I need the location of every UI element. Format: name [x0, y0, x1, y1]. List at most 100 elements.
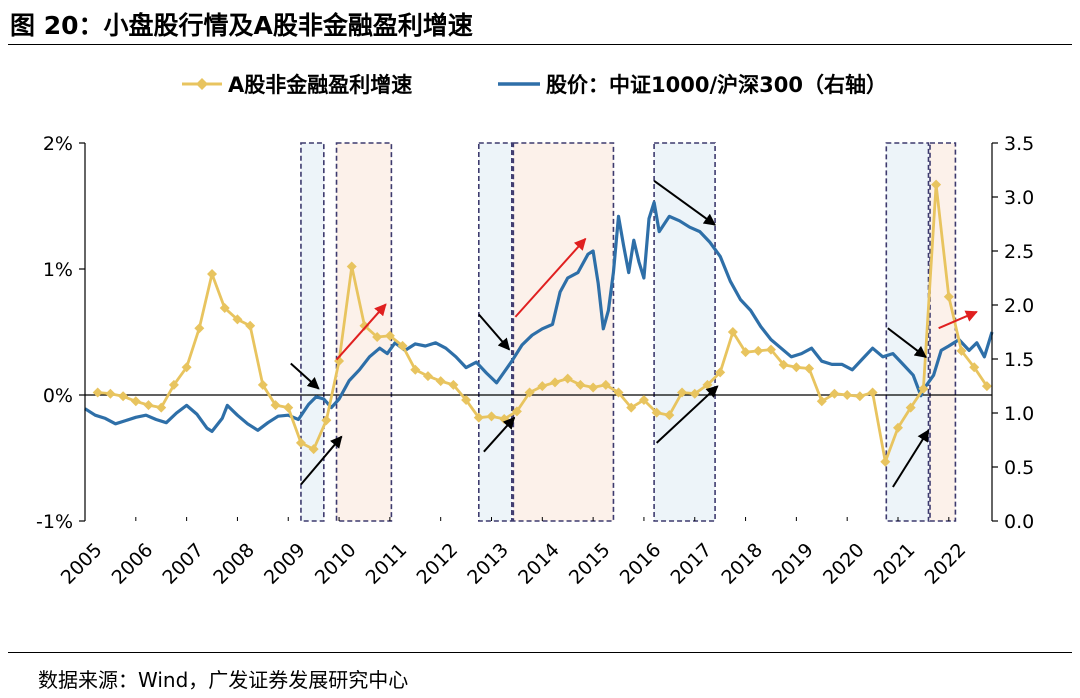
series-layer — [84, 179, 994, 467]
right-tick-label: 2.5 — [1004, 241, 1034, 263]
x-tick-label: 2012 — [412, 539, 462, 589]
earnings-point-55 — [791, 362, 802, 373]
annotation-arrow-5 — [514, 237, 587, 318]
earnings-point-33 — [511, 406, 522, 417]
right-tick-label: 3.5 — [1004, 133, 1034, 155]
annotation-arrow-0 — [290, 362, 320, 390]
earnings-point-30 — [473, 412, 484, 423]
legend-earnings-label: A股非金融盈利增速 — [228, 73, 412, 97]
shaded-period-3 — [512, 142, 615, 522]
left-tick-label: 1% — [43, 259, 73, 281]
earnings-point-60 — [854, 391, 865, 402]
earnings-point-47 — [689, 388, 700, 399]
annotation-arrow-6 — [653, 179, 717, 226]
source-rule — [8, 652, 1072, 653]
earnings-point-39 — [588, 382, 599, 393]
earnings-point-50 — [727, 327, 738, 337]
earnings-point-27 — [435, 376, 446, 387]
x-tick-label: 2007 — [158, 539, 208, 589]
legend-price-label: 股价：中证1000/沪深300（右轴） — [546, 73, 887, 97]
earnings-point-29 — [461, 395, 472, 406]
earnings-point-16 — [295, 437, 306, 448]
earnings-point-24 — [397, 340, 408, 351]
left-tick-label: -1% — [36, 511, 73, 533]
earnings-point-2 — [118, 391, 129, 402]
x-tick-label: 2009 — [260, 539, 310, 589]
annotation-arrow-7 — [655, 385, 719, 444]
annotation-arrow-2 — [335, 303, 387, 361]
earnings-point-65 — [918, 383, 929, 394]
right-tick-label: 1.0 — [1004, 403, 1034, 425]
right-tick-label: 0.0 — [1004, 511, 1034, 533]
annotation-arrows — [290, 179, 978, 488]
x-tick-label: 2011 — [362, 539, 412, 589]
earnings-point-54 — [778, 359, 789, 370]
earnings-point-20 — [346, 261, 357, 272]
earnings-point-41 — [613, 387, 624, 398]
earnings-point-70 — [981, 381, 992, 392]
x-tick-label: 2018 — [717, 539, 767, 589]
earnings-point-17 — [308, 444, 319, 455]
figure-title: 图 20：小盘股行情及A股非金融盈利增速 — [10, 11, 473, 40]
right-tick-label: 0.5 — [1004, 457, 1034, 479]
earnings-point-3 — [130, 396, 141, 407]
legend-earnings-marker — [196, 78, 208, 90]
earnings-point-12 — [245, 320, 256, 331]
earnings-point-66 — [931, 179, 942, 190]
earnings-point-40 — [600, 379, 611, 390]
earnings-point-53 — [765, 344, 776, 355]
annotation-arrow-4 — [483, 416, 516, 453]
x-tick-label: 2022 — [921, 539, 971, 589]
right-tick-label: 3.0 — [1004, 187, 1034, 209]
earnings-point-44 — [651, 407, 662, 418]
annotation-arrow-8 — [887, 327, 927, 358]
earnings-point-61 — [867, 387, 878, 398]
earnings-point-31 — [486, 411, 497, 422]
source-note: 数据来源：Wind，广发证券发展研究中心 — [38, 668, 409, 692]
earnings-point-18 — [321, 415, 332, 426]
shaded-period-4 — [653, 142, 716, 522]
shaded-periods — [300, 142, 957, 522]
earnings-point-34 — [524, 387, 535, 398]
earnings-point-62 — [880, 456, 891, 467]
earnings-point-43 — [638, 395, 649, 406]
earnings-point-59 — [842, 390, 853, 400]
earnings-point-21 — [359, 320, 370, 331]
earnings-point-51 — [740, 347, 751, 358]
x-tick-label: 2020 — [819, 539, 869, 589]
shaded-period-1 — [335, 142, 393, 522]
legend: A股非金融盈利增速 股价：中证1000/沪深300（右轴） — [182, 73, 887, 97]
earnings-point-38 — [575, 379, 586, 390]
x-tick-label: 2015 — [565, 539, 615, 589]
x-tick-label: 2005 — [57, 539, 107, 589]
left-tick-label: 0% — [43, 385, 73, 407]
shaded-period-0 — [300, 142, 325, 522]
earnings-point-23 — [384, 330, 395, 341]
earnings-point-1 — [105, 388, 116, 399]
earnings-point-0 — [92, 387, 103, 398]
earnings-point-49 — [715, 367, 726, 378]
earnings-point-35 — [537, 381, 548, 392]
earnings-point-11 — [232, 314, 243, 325]
earnings-point-36 — [550, 377, 561, 388]
earnings-point-4 — [143, 400, 154, 411]
x-tick-label: 2019 — [768, 539, 818, 589]
x-tick-label: 2016 — [616, 539, 666, 589]
earnings-point-67 — [943, 291, 954, 302]
x-tick-label: 2006 — [108, 539, 158, 589]
earnings-point-7 — [181, 362, 192, 373]
earnings-point-56 — [804, 363, 815, 374]
x-tick-label: 2014 — [514, 539, 564, 589]
series-price-line — [84, 200, 994, 433]
earnings-point-5 — [156, 402, 167, 413]
earnings-point-64 — [905, 402, 916, 413]
annotation-arrow-1 — [300, 435, 343, 486]
earnings-point-68 — [956, 345, 967, 356]
x-tick-label: 2010 — [311, 539, 361, 589]
earnings-point-6 — [168, 379, 179, 390]
annotation-arrow-9 — [892, 429, 930, 488]
earnings-point-25 — [410, 364, 421, 375]
earnings-point-26 — [422, 371, 433, 382]
earnings-point-46 — [677, 387, 688, 398]
